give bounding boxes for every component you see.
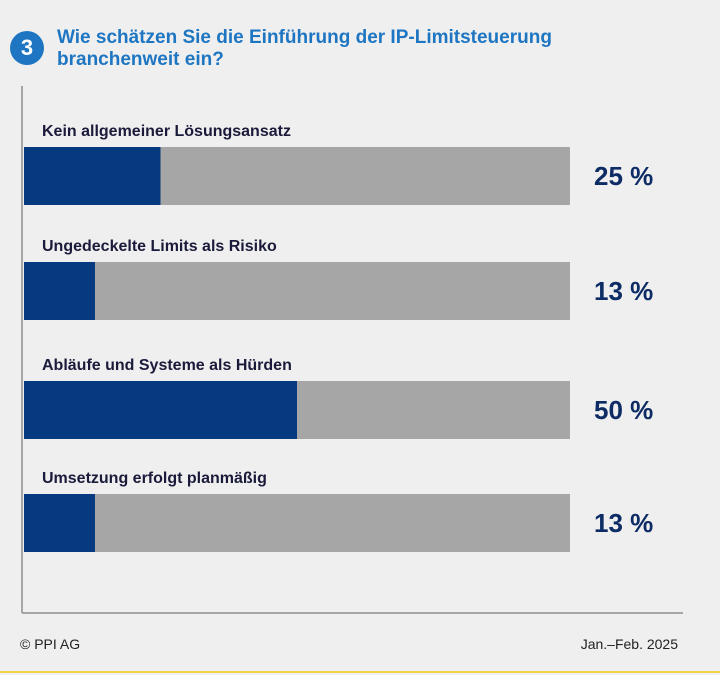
bar-track [24, 262, 570, 320]
survey-period: Jan.–Feb. 2025 [580, 636, 678, 652]
value-label: 25 % [594, 161, 653, 191]
value-label: 13 % [594, 276, 653, 306]
bar-value [24, 262, 95, 320]
category-label: Abläufe und Systeme als Hürden [42, 357, 292, 374]
copyright-source: © PPI AG [20, 636, 81, 652]
chart-title: Wie schätzen Sie die Einführung der IP-L… [57, 27, 552, 70]
question-number-badge: 3 [10, 31, 44, 65]
category-label: Kein allgemeiner Lösungsansatz [42, 123, 291, 140]
bar-value [24, 381, 297, 439]
category-label: Ungedeckelte Limits als Risiko [42, 238, 277, 255]
category-label: Umsetzung erfolgt planmäßig [42, 470, 267, 487]
value-label: 50 % [594, 395, 653, 425]
footer-rule [0, 671, 720, 673]
bar-value [24, 147, 161, 205]
value-label: 13 % [594, 508, 653, 538]
bar-value [24, 494, 95, 552]
bar-track [24, 494, 570, 552]
